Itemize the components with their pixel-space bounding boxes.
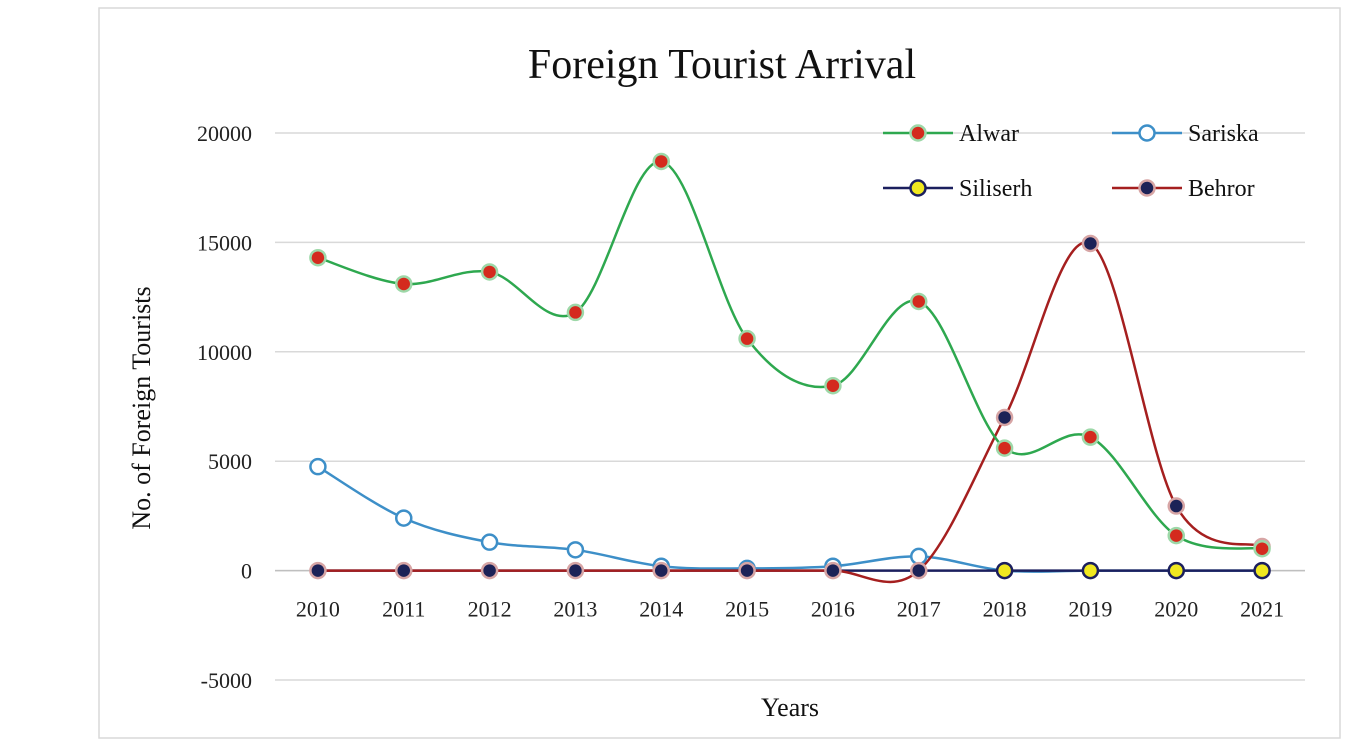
alwar-data-point [310,250,325,265]
y-axis-title: No. of Foreign Tourists [127,286,156,529]
sariska-data-point [568,542,583,557]
siliserh-data-point [1083,563,1098,578]
behror-data-point [396,563,411,578]
x-tick-label: 2017 [897,597,941,622]
x-tick-label: 2020 [1154,597,1198,622]
x-tick-label: 2012 [468,597,512,622]
alwar-data-point [825,378,840,393]
alwar-data-point [997,441,1012,456]
behror-data-point [911,563,926,578]
x-tick-label: 2010 [296,597,340,622]
x-tick-label: 2016 [811,597,855,622]
legend-marker-sariska [1140,126,1155,141]
behror-data-point [1083,236,1098,251]
alwar-data-point [1255,541,1270,556]
legend-label-siliserh: Siliserh [959,176,1032,202]
legend-marker-alwar [911,126,926,141]
behror-data-point [568,563,583,578]
sariska-data-point [911,549,926,564]
y-tick-label: 15000 [197,230,252,255]
sariska-data-point [396,511,411,526]
behror-data-point [482,563,497,578]
y-tick-label: 5000 [208,449,252,474]
behror-data-point [740,563,755,578]
y-tick-label: 10000 [197,340,252,365]
alwar-data-point [1169,528,1184,543]
alwar-data-point [482,264,497,279]
y-tick-label: -5000 [201,668,252,693]
x-tick-label: 2019 [1068,597,1112,622]
sariska-data-point [310,459,325,474]
alwar-data-point [654,154,669,169]
siliserh-data-point [1255,563,1270,578]
alwar-data-point [911,294,926,309]
x-tick-label: 2013 [553,597,597,622]
legend-label-behror: Behror [1188,176,1255,202]
chart-title: Foreign Tourist Arrival [528,42,916,88]
x-tick-label: 2018 [983,597,1027,622]
behror-data-point [825,563,840,578]
behror-data-point [654,563,669,578]
legend-label-sariska: Sariska [1188,121,1259,147]
behror-data-point [1169,499,1184,514]
chart-frame [99,8,1340,738]
alwar-data-point [1083,430,1098,445]
sariska-data-point [482,535,497,550]
siliserh-data-point [997,563,1012,578]
x-tick-label: 2021 [1240,597,1284,622]
legend-marker-behror [1140,181,1155,196]
y-tick-label: 0 [241,559,252,584]
alwar-data-point [740,331,755,346]
alwar-data-point [568,305,583,320]
alwar-data-point [396,276,411,291]
x-tick-label: 2014 [639,597,683,622]
x-axis-title: Years [761,693,819,722]
legend-marker-siliserh [911,181,926,196]
y-tick-label: 20000 [197,121,252,146]
x-tick-label: 2011 [382,597,425,622]
legend-label-alwar: Alwar [959,121,1019,147]
behror-data-point [310,563,325,578]
siliserh-data-point [1169,563,1184,578]
behror-data-point [997,410,1012,425]
x-tick-label: 2015 [725,597,769,622]
